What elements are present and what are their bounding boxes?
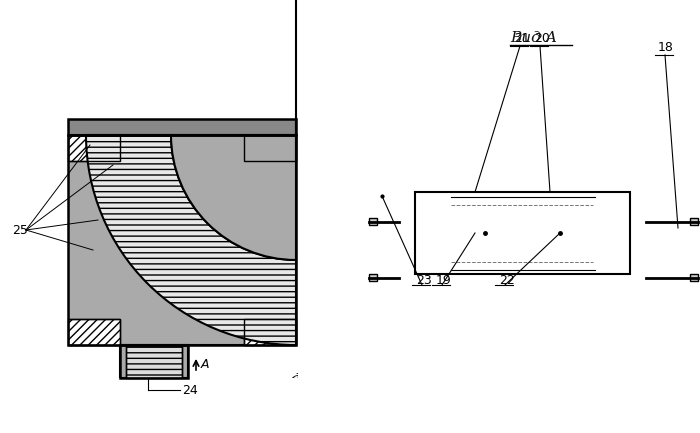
Bar: [68, 135, 296, 345]
Bar: [377, 177, 397, 289]
Bar: [0, 0, 68, 433]
Text: Фиг. 2: Фиг. 2: [290, 373, 354, 391]
Text: 24: 24: [182, 385, 197, 397]
Text: участка молокопровода: участка молокопровода: [242, 22, 458, 39]
Bar: [519, 204, 593, 262]
Bar: [369, 274, 377, 281]
Bar: [68, 119, 296, 135]
Bar: [68, 135, 296, 345]
Text: Вид А: Вид А: [510, 31, 557, 45]
Bar: [450, 196, 595, 270]
Text: 23: 23: [416, 274, 432, 287]
Bar: [120, 345, 188, 378]
Bar: [126, 345, 182, 378]
Bar: [415, 192, 451, 274]
Bar: [690, 274, 698, 281]
Wedge shape: [86, 135, 296, 345]
Bar: [244, 319, 296, 345]
Text: 21: 21: [514, 32, 530, 45]
Text: 18: 18: [658, 41, 674, 54]
Bar: [68, 135, 120, 161]
Bar: [244, 319, 296, 345]
Bar: [594, 192, 630, 274]
Bar: [120, 345, 188, 378]
Bar: [126, 345, 182, 378]
Text: 25: 25: [12, 223, 28, 236]
Bar: [68, 119, 296, 135]
Bar: [244, 135, 296, 161]
Bar: [648, 177, 668, 289]
Text: 19: 19: [436, 274, 452, 287]
Text: 22: 22: [499, 274, 514, 287]
Text: 20: 20: [534, 32, 550, 45]
Bar: [0, 0, 390, 119]
Bar: [68, 135, 120, 161]
Bar: [68, 319, 120, 345]
Bar: [0, 378, 390, 433]
Bar: [451, 204, 519, 262]
Bar: [690, 218, 698, 225]
Bar: [369, 218, 377, 225]
Bar: [244, 135, 296, 161]
Wedge shape: [171, 135, 296, 260]
Bar: [415, 188, 630, 278]
Text: А: А: [201, 359, 209, 372]
Bar: [298, 0, 698, 433]
Text: Устройство для моделирования криволинейного: Устройство для моделирования криволинейн…: [129, 8, 571, 25]
Bar: [668, 170, 690, 296]
Bar: [68, 319, 120, 345]
Bar: [415, 192, 630, 274]
